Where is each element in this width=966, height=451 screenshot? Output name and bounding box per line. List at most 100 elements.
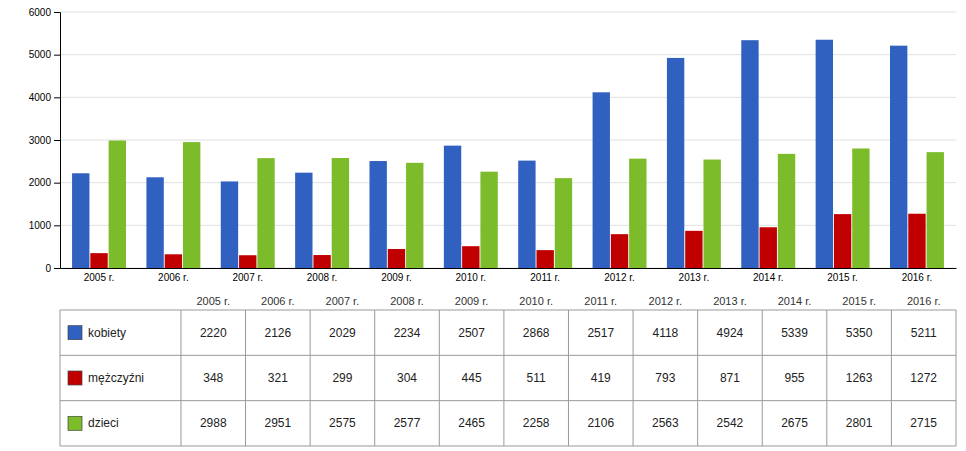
data-label: 1272: [910, 371, 937, 385]
legend-label: mężczyźni: [88, 371, 144, 385]
table-header: 2007 r.: [326, 295, 360, 307]
bar: [369, 161, 386, 268]
bar: [462, 246, 479, 268]
tick-label: 2008 r.: [307, 272, 338, 283]
bar-series: [90, 214, 925, 268]
table-header: 2006 r.: [261, 295, 295, 307]
table-line: [310, 310, 311, 446]
tick-mark: [54, 140, 60, 141]
tick: 4000: [29, 92, 60, 103]
table-header: 2016 r.: [907, 295, 941, 307]
legend-swatch: [68, 326, 82, 340]
tick: 2005 r.: [84, 272, 115, 283]
tick-label: 2013 r.: [679, 272, 710, 283]
table-line: [60, 355, 956, 356]
grid-line: [60, 12, 956, 13]
bar: [313, 255, 330, 268]
table-header: 2012 r.: [649, 295, 683, 307]
tick: 2000: [29, 177, 60, 188]
tick-label: 2010 r.: [456, 272, 487, 283]
table-line: [60, 310, 956, 311]
bar: [257, 158, 274, 268]
data-label: 2465: [458, 416, 485, 430]
data-label: 4118: [652, 326, 678, 340]
legend-swatch: [68, 371, 82, 385]
legend-label: kobiety: [88, 326, 126, 340]
bar: [834, 214, 851, 268]
bar: [685, 231, 702, 268]
bar: [890, 46, 907, 268]
data-label: 2988: [200, 416, 227, 430]
tick: 2015 r.: [827, 272, 858, 283]
bar: [778, 154, 795, 268]
data-label: 2542: [717, 416, 744, 430]
data-label: 445: [462, 371, 482, 385]
tick-label: 2012 r.: [604, 272, 635, 283]
bar: [518, 161, 535, 268]
tick-mark: [54, 225, 60, 226]
tick: 2014 r.: [753, 272, 784, 283]
table-header: 2009 r.: [455, 295, 489, 307]
bar: [221, 181, 238, 268]
tick: 1000: [29, 220, 60, 231]
grid: [60, 12, 956, 268]
bar: [611, 234, 628, 268]
bar: [703, 160, 720, 268]
table-header: 2014 r.: [778, 295, 812, 307]
bar: [555, 178, 572, 268]
tick-label: 2000: [29, 177, 52, 188]
data-label: 2106: [587, 416, 614, 430]
data-label: 2029: [329, 326, 356, 340]
data-label: 5211: [911, 326, 937, 340]
data-label: 321: [268, 371, 288, 385]
bar: [908, 214, 925, 268]
tick: 2009 r.: [381, 272, 412, 283]
table-line: [762, 310, 763, 446]
tick-label: 2015 r.: [827, 272, 858, 283]
tick-label: 2007 r.: [232, 272, 263, 283]
table-line: [439, 310, 440, 446]
x-axis: 2005 r. 2006 r. 2007 r. 2008 r. 2009 r. 2010 …: [61, 269, 957, 284]
table-header: 2010 r.: [519, 295, 553, 307]
tick: 2011 r.: [530, 272, 560, 283]
bar: [667, 58, 684, 268]
bar: [593, 92, 610, 268]
tick-label: 2006 r.: [158, 272, 189, 283]
table-header: 2013 r.: [713, 295, 747, 307]
tick-mark: [54, 97, 60, 98]
table-line: [956, 310, 957, 446]
tick-label: 3000: [29, 135, 52, 146]
tick: 6000: [29, 7, 60, 18]
data-label: 2675: [781, 416, 808, 430]
table-line: [60, 310, 61, 446]
bar: [388, 249, 405, 268]
tick-mark: [54, 268, 60, 269]
table-line: [697, 310, 698, 446]
data-label: 2234: [394, 326, 421, 340]
bar: [332, 158, 349, 268]
data-label: 2577: [394, 416, 421, 430]
y-axis: 0100020003000400050006000: [29, 7, 61, 274]
tick: 2008 r.: [307, 272, 338, 283]
data-label: 1263: [846, 371, 873, 385]
data-label: 348: [203, 371, 223, 385]
axis-line: [61, 268, 957, 269]
tick: 2006 r.: [158, 272, 189, 283]
tick-label: 0: [45, 263, 51, 274]
table-line: [180, 310, 181, 446]
data-label: 4924: [717, 326, 744, 340]
data-label: 2563: [652, 416, 679, 430]
bar: [927, 152, 944, 268]
data-label: 2126: [264, 326, 291, 340]
data-label: 2868: [523, 326, 550, 340]
tick-label: 6000: [29, 7, 52, 18]
data-label: 5339: [781, 326, 808, 340]
data-label: 2220: [200, 326, 227, 340]
bar: [72, 173, 89, 268]
bar-series: [109, 141, 944, 268]
bar: [816, 40, 833, 268]
tick: 2010 r.: [456, 272, 487, 283]
data-label: 793: [655, 371, 675, 385]
bars: [72, 40, 944, 268]
bar: [629, 159, 646, 268]
